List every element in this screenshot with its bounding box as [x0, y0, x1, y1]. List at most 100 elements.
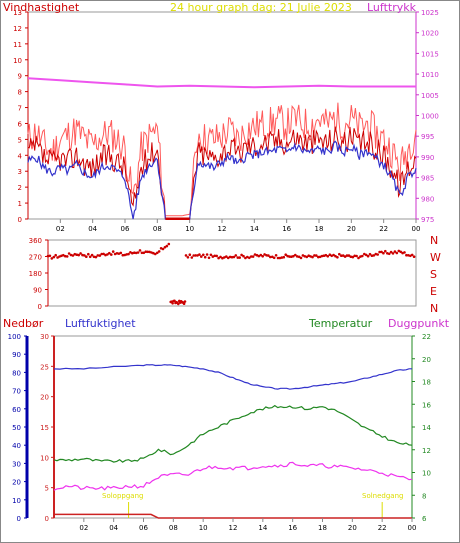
pressure-axis-tick-label: 995: [421, 133, 434, 141]
wind-axis-tick-label: 12: [13, 25, 22, 33]
hour-tick-label: 06: [121, 225, 130, 233]
direction-axis-tick-label: 270: [29, 254, 42, 262]
wind-direction-point: [311, 255, 314, 259]
wind-direction-point: [163, 246, 167, 249]
wind-direction-point: [219, 255, 222, 259]
rain-axis-tick-label: 0: [17, 515, 21, 523]
temperature-axis-tick-label: 8: [422, 492, 426, 500]
wind-direction-point: [282, 255, 286, 259]
wind-direction-point: [48, 254, 52, 258]
wind-direction-point: [230, 255, 234, 259]
wind-direction-point: [345, 254, 349, 257]
wind-direction-point: [272, 256, 276, 260]
rain-label: Nedbør: [3, 317, 44, 330]
wind-direction-point: [313, 254, 316, 257]
wind-direction-point: [121, 253, 125, 257]
wind-direction-point: [378, 250, 381, 254]
wind-direction-point: [326, 254, 330, 258]
wind-direction-point: [269, 255, 272, 259]
wind-direction-point: [79, 252, 82, 255]
pressure-axis-tick-label: 985: [421, 175, 434, 183]
pressure-axis-tick-label: 1025: [421, 9, 439, 17]
hour-tick-label: 06: [139, 524, 148, 532]
wind-direction-point: [94, 255, 98, 259]
wind-direction-point: [249, 255, 253, 258]
hour-tick-label: 14: [250, 225, 259, 233]
wind-direction-point: [251, 255, 255, 258]
hour-tick-label: 16: [288, 524, 297, 532]
wind-direction-point: [412, 255, 416, 258]
humidity-axis-tick-label: 10: [40, 454, 49, 462]
wind-direction-point: [387, 252, 391, 256]
compass-label: E: [430, 285, 437, 298]
wind-axis-tick-label: 9: [18, 73, 22, 81]
wind-direction-point: [361, 254, 364, 258]
wind-direction-point: [407, 254, 410, 257]
wind-direction-point: [257, 254, 261, 258]
pressure-axis-tick-label: 1015: [421, 50, 439, 58]
temperature-axis-tick-label: 22: [422, 333, 431, 341]
wind-direction-point: [280, 256, 284, 259]
wind-direction-point: [136, 251, 140, 254]
dewpoint-line: [53, 461, 413, 491]
wind-direction-point: [144, 250, 148, 253]
temperature-axis-tick-label: 20: [422, 356, 431, 364]
humidity-line: [53, 364, 412, 390]
wind-direction-point: [87, 252, 90, 256]
wind-direction-point: [64, 254, 67, 258]
temperature-label: Temperatur: [308, 317, 373, 330]
wind-direction-point: [340, 254, 343, 257]
pressure-label: Lufttrykk: [367, 1, 417, 14]
wind-direction-point: [276, 256, 280, 260]
compass-label: S: [430, 268, 437, 281]
wind-axis-tick-label: 0: [18, 216, 22, 224]
wind-direction-point: [364, 253, 368, 257]
wind-direction-point: [403, 251, 406, 254]
rain-axis-tick-label: 90: [12, 351, 21, 359]
pressure-axis-tick-label: 1000: [421, 113, 439, 121]
wind-direction-point: [284, 253, 288, 256]
wind-direction-point: [194, 254, 197, 257]
wind-direction-point: [303, 254, 307, 258]
wind-direction-point: [240, 253, 243, 257]
dewpoint-label: Duggpunkt: [388, 317, 450, 330]
wind-direction-point: [200, 255, 203, 258]
wind-direction-point: [192, 254, 195, 257]
wind-direction-point: [111, 250, 115, 253]
hour-tick-label: 12: [229, 524, 238, 532]
wind-direction-point: [389, 250, 393, 254]
wind-direction-point: [328, 253, 332, 256]
wind-axis-tick-label: 5: [18, 136, 22, 144]
wind-direction-point: [332, 253, 335, 257]
wind-direction-point: [336, 255, 339, 259]
sunset-label: Solnedgang: [362, 492, 403, 500]
wind-direction-point: [215, 254, 218, 258]
wind-direction-point: [259, 253, 263, 257]
wind-direction-point: [119, 251, 123, 255]
rain-axis-tick-label: 80: [12, 369, 21, 377]
page-title: 24 hour graph dag: 21 Julie 2023: [170, 1, 352, 14]
hour-tick-label: 22: [379, 225, 388, 233]
wind-direction-point: [274, 254, 278, 257]
wind-direction-point: [351, 255, 355, 259]
hour-tick-label: 16: [282, 225, 291, 233]
wind-direction-point: [297, 255, 301, 259]
hour-tick-label: 18: [315, 225, 324, 233]
wind-direction-point: [71, 254, 75, 257]
wind-direction-point: [110, 253, 113, 256]
wind-direction-point: [376, 253, 380, 256]
wind-direction-point: [248, 256, 251, 260]
wind-direction-point: [171, 302, 174, 305]
rain-axis-tick-label: 50: [12, 424, 21, 432]
wind-direction-point: [62, 253, 65, 257]
rain-axis-tick-label: 20: [12, 479, 21, 487]
wind-direction-point: [177, 302, 180, 306]
wind-direction-point: [50, 257, 54, 260]
wind-direction-point: [102, 252, 105, 256]
hour-tick-label: 04: [88, 225, 97, 233]
direction-axis-tick-label: 180: [29, 270, 42, 278]
wind-direction-point: [88, 255, 92, 259]
wind-direction-point: [106, 253, 109, 256]
wind-direction-point: [146, 250, 149, 254]
